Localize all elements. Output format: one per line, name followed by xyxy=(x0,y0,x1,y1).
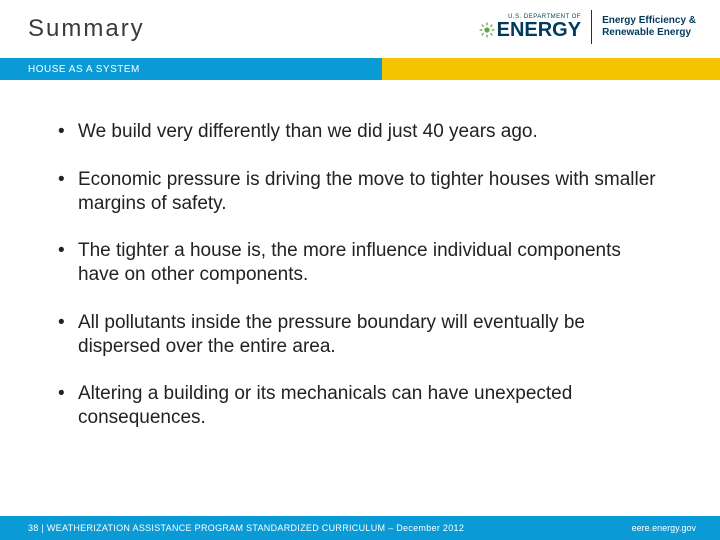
footer-right-url: eere.energy.gov xyxy=(632,523,696,533)
footer-left-text: 38 | WEATHERIZATION ASSISTANCE PROGRAM S… xyxy=(28,523,464,533)
slide-title: Summary xyxy=(28,15,145,43)
bullet-item: We build very differently than we did ju… xyxy=(56,120,664,144)
bullet-list: We build very differently than we did ju… xyxy=(56,120,664,430)
color-band: HOUSE AS A SYSTEM xyxy=(0,58,720,80)
bullet-item: Economic pressure is driving the move to… xyxy=(56,168,664,216)
bullet-item: The tighter a house is, the more influen… xyxy=(56,239,664,287)
bullet-item: Altering a building or its mechanicals c… xyxy=(56,382,664,430)
section-subtitle: HOUSE AS A SYSTEM xyxy=(28,64,140,75)
band-yellow xyxy=(382,58,720,80)
logo-sub-line1: Energy Efficiency & xyxy=(602,15,696,27)
content-area: We build very differently than we did ju… xyxy=(0,80,720,430)
sun-icon xyxy=(479,22,495,38)
doe-logo: U.S. DEPARTMENT OF ENERGY xyxy=(479,10,696,44)
logo-divider xyxy=(591,10,592,44)
logo-main: U.S. DEPARTMENT OF ENERGY xyxy=(479,14,581,40)
bullet-item: All pollutants inside the pressure bound… xyxy=(56,311,664,359)
logo-subtext: Energy Efficiency & Renewable Energy xyxy=(602,15,696,39)
slide-footer: 38 | WEATHERIZATION ASSISTANCE PROGRAM S… xyxy=(0,516,720,540)
logo-energy-text: ENERGY xyxy=(497,20,581,40)
logo-sub-line2: Renewable Energy xyxy=(602,27,696,39)
logo-energy-word: ENERGY xyxy=(479,20,581,40)
slide-header: Summary U.S. DEPARTMENT OF xyxy=(0,0,720,58)
